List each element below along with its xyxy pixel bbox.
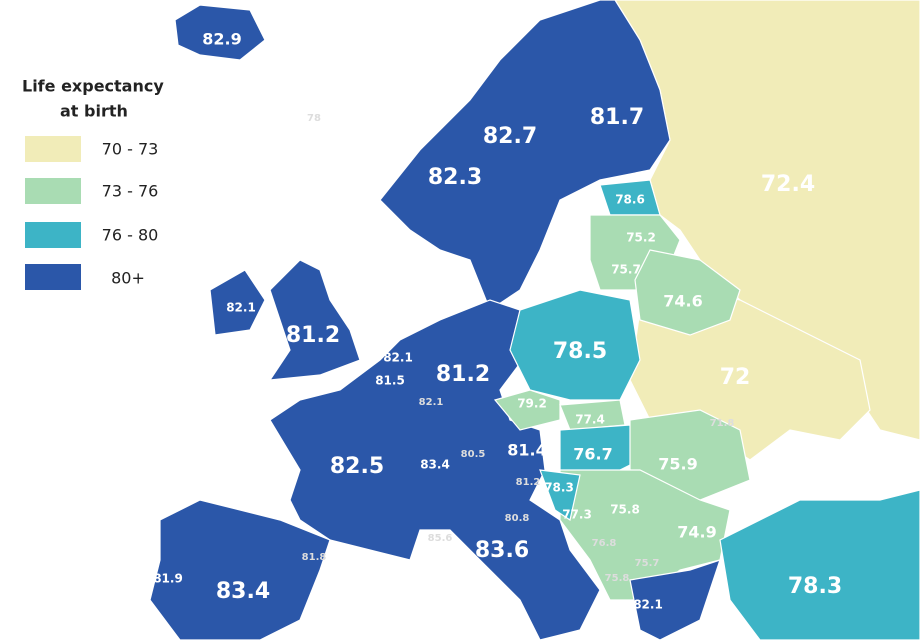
region-label: 81.2: [516, 477, 541, 488]
country: [268, 259, 361, 381]
region-label: 77.3: [562, 508, 592, 522]
legend: Life expectancy at birth 70 - 73 73 - 76…: [22, 77, 164, 290]
country: [493, 389, 561, 431]
region-label: 82.1: [633, 598, 663, 612]
region-label: 75.8: [605, 573, 630, 584]
region-label: 85.6: [428, 533, 453, 544]
region-label: 81.7: [590, 105, 644, 130]
region-label: 75.9: [658, 455, 697, 474]
region-label: 78.6: [615, 193, 645, 207]
legend-swatch: [25, 136, 81, 162]
country: [174, 4, 266, 61]
region-label: 81.5: [375, 374, 405, 388]
region-label: 81.2: [286, 323, 340, 348]
region-label: 81.4: [507, 441, 546, 460]
country: [629, 559, 721, 640]
region-label: 78.5: [553, 339, 607, 364]
legend-swatch: [25, 222, 81, 248]
region-label: 74.6: [663, 292, 702, 311]
legend-label: 80+: [111, 269, 145, 288]
region-label: 78.3: [788, 574, 842, 599]
country: [539, 469, 581, 521]
country: [379, 0, 671, 311]
legend-label: 73 - 76: [102, 182, 159, 201]
region-label: 81.9: [153, 572, 183, 586]
region-label: 81.8: [302, 552, 327, 563]
legend-swatch: [25, 178, 81, 204]
legend-label: 70 - 73: [102, 140, 159, 159]
region-label: 82.9: [202, 30, 241, 49]
legend-title: Life expectancy: [22, 77, 164, 96]
region-label: 72: [720, 365, 751, 390]
region-label: 81.2: [436, 362, 490, 387]
country: [149, 499, 331, 640]
region-label: 82.5: [330, 454, 384, 479]
region-label: 82.3: [428, 165, 482, 190]
region-label: 72.4: [761, 172, 815, 197]
region-label: 75.7: [635, 558, 660, 569]
region-label: 82.1: [419, 397, 444, 408]
region-label: 71.8: [710, 418, 735, 429]
countries: [149, 0, 920, 640]
country: [209, 269, 266, 336]
region-label: 77.4: [575, 413, 605, 427]
region-label: 75.8: [610, 503, 640, 517]
region-label: 74.9: [677, 523, 716, 542]
labels: 82.9 78 82.3 82.7 81.7 72.4 78.6 75.2 75…: [153, 30, 842, 612]
region-label: 75.7: [611, 263, 641, 277]
region-label: 82.1: [383, 351, 413, 365]
region-label: 82.7: [483, 124, 537, 149]
country: [634, 249, 741, 336]
country: [719, 489, 920, 640]
region-label: 76.8: [592, 538, 617, 549]
region-label: 83.6: [475, 538, 529, 563]
region-label: 78: [307, 113, 321, 124]
region-label: 76.7: [573, 445, 612, 464]
legend-swatch: [25, 264, 81, 290]
country: [269, 299, 601, 640]
region-label: 79.2: [517, 397, 547, 411]
country: [559, 469, 731, 601]
region-label: 75.2: [626, 231, 656, 245]
region-label: 83.4: [420, 458, 450, 472]
legend-label: 76 - 80: [102, 226, 159, 245]
region-label: 80.5: [461, 449, 486, 460]
region-label: 78.3: [544, 481, 574, 495]
region-label: 82.1: [226, 301, 256, 315]
region-label: 83.4: [216, 579, 270, 604]
region-label: 80.8: [439, 263, 469, 277]
region-label: 80.8: [505, 513, 530, 524]
legend-title: at birth: [60, 102, 128, 121]
